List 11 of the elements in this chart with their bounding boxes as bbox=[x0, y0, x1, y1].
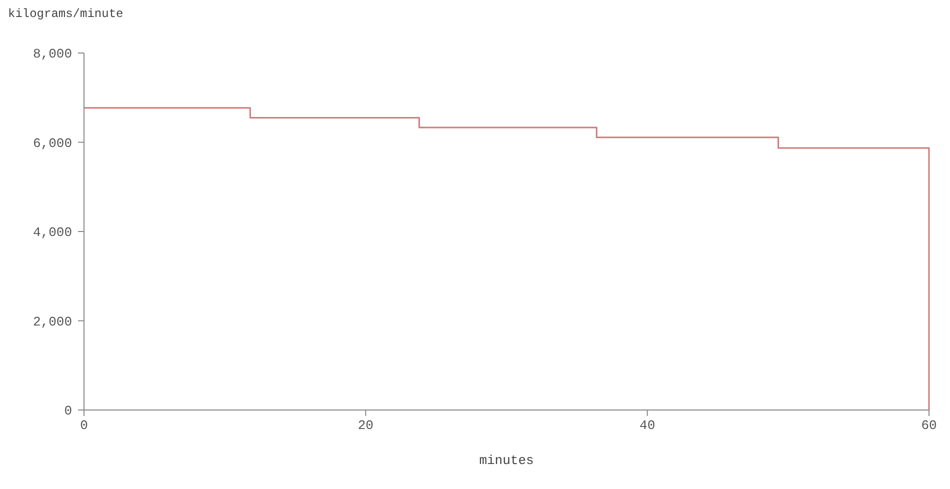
y-tick-label: 8,000 bbox=[32, 46, 72, 62]
y-tick-label: 2,000 bbox=[32, 314, 72, 330]
x-tick-label: 40 bbox=[640, 418, 656, 433]
x-axis-title: minutes bbox=[479, 453, 534, 468]
x-tick-label: 20 bbox=[358, 418, 374, 433]
y-tick-label: 4,000 bbox=[32, 225, 72, 240]
x-tick-label: 0 bbox=[80, 418, 88, 433]
y-axis-title: kilograms/minute bbox=[8, 7, 124, 21]
x-tick-label: 60 bbox=[921, 418, 937, 433]
y-tick-label: 6,000 bbox=[32, 136, 72, 151]
y-tick-label: 0 bbox=[64, 404, 72, 419]
